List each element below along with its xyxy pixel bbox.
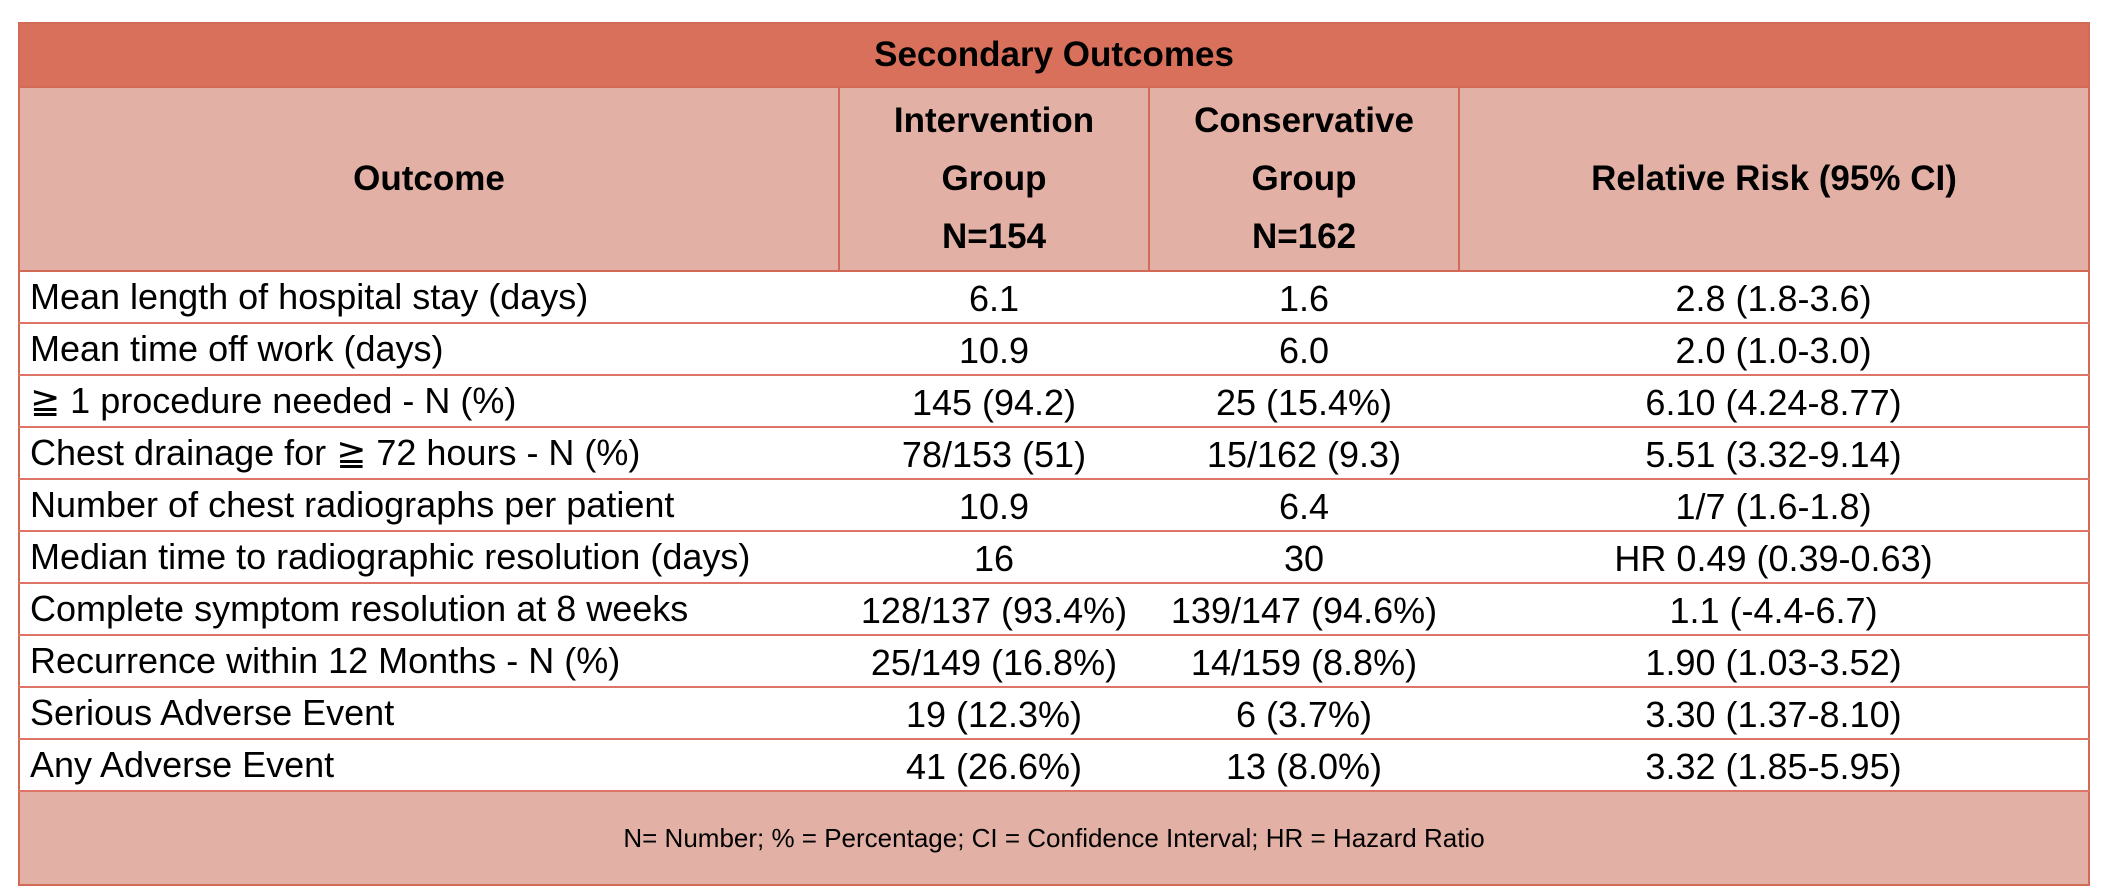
table-title: Secondary Outcomes xyxy=(17,22,2091,88)
header-relative-risk: Relative Risk (95% CI) xyxy=(1457,87,2091,272)
cell-relative-risk: 3.32 (1.85-5.95) xyxy=(1459,738,2091,792)
cell-relative-risk: 1.1 (-4.4-6.7) xyxy=(1459,582,2091,636)
title-row: Secondary Outcomes xyxy=(17,22,2091,88)
cell-outcome: Serious Adverse Event xyxy=(18,686,839,740)
header-conservative-group: Conservative Group N=162 xyxy=(1148,87,1460,272)
cell-conservative: 14/159 (8.8%) xyxy=(1149,634,1459,688)
table-row: Serious Adverse Event 19 (12.3%) 6 (3.7%… xyxy=(18,686,2091,740)
table-row: Complete symptom resolution at 8 weeks 1… xyxy=(18,582,2091,636)
cell-relative-risk: HR 0.49 (0.39-0.63) xyxy=(1459,530,2091,584)
table-row: Recurrence within 12 Months - N (%) 25/1… xyxy=(18,634,2091,688)
cell-relative-risk: 2.8 (1.8-3.6) xyxy=(1459,270,2091,324)
table-footnote: N= Number; % = Percentage; CI = Confiden… xyxy=(17,790,2091,886)
cell-intervention: 10.9 xyxy=(839,478,1149,532)
cell-conservative: 25 (15.4%) xyxy=(1149,374,1459,428)
header-outcome: Outcome xyxy=(18,87,840,272)
cell-outcome: Mean time off work (days) xyxy=(18,322,839,376)
cell-intervention: 41 (26.6%) xyxy=(839,738,1149,792)
cell-conservative: 13 (8.0%) xyxy=(1149,738,1459,792)
cell-conservative: 6 (3.7%) xyxy=(1149,686,1459,740)
cell-relative-risk: 1/7 (1.6-1.8) xyxy=(1459,478,2091,532)
cell-intervention: 19 (12.3%) xyxy=(839,686,1149,740)
cell-intervention: 145 (94.2) xyxy=(839,374,1149,428)
table-row: Chest drainage for ≧ 72 hours - N (%) 78… xyxy=(18,426,2091,480)
cell-intervention: 78/153 (51) xyxy=(839,426,1149,480)
table-row: ≧ 1 procedure needed - N (%) 145 (94.2) … xyxy=(18,374,2091,428)
cell-conservative: 30 xyxy=(1149,530,1459,584)
cell-conservative: 6.4 xyxy=(1149,478,1459,532)
header-conservative-line-2: Group xyxy=(1251,159,1357,198)
cell-outcome: Recurrence within 12 Months - N (%) xyxy=(18,634,839,688)
table-row: Mean time off work (days) 10.9 6.0 2.0 (… xyxy=(18,322,2091,376)
cell-relative-risk: 5.51 (3.32-9.14) xyxy=(1459,426,2091,480)
table-row: Any Adverse Event 41 (26.6%) 13 (8.0%) 3… xyxy=(18,738,2091,792)
cell-conservative: 139/147 (94.6%) xyxy=(1149,582,1459,636)
header-row: Outcome Intervention Group N=154 Conserv… xyxy=(18,87,2091,272)
cell-relative-risk: 1.90 (1.03-3.52) xyxy=(1459,634,2091,688)
table-row: Median time to radiographic resolution (… xyxy=(18,530,2091,584)
table-row: Number of chest radiographs per patient … xyxy=(18,478,2091,532)
cell-intervention: 6.1 xyxy=(839,270,1149,324)
cell-intervention: 128/137 (93.4%) xyxy=(839,582,1149,636)
table-row: Mean length of hospital stay (days) 6.1 … xyxy=(18,270,2091,324)
cell-outcome: Mean length of hospital stay (days) xyxy=(18,270,839,324)
header-conservative-line-1: Conservative xyxy=(1194,101,1414,140)
header-intervention-line-1: Intervention xyxy=(893,101,1095,140)
cell-conservative: 1.6 xyxy=(1149,270,1459,324)
cell-relative-risk: 2.0 (1.0-3.0) xyxy=(1459,322,2091,376)
header-intervention-line-2: Group xyxy=(941,159,1047,198)
cell-intervention: 10.9 xyxy=(839,322,1149,376)
cell-outcome: Chest drainage for ≧ 72 hours - N (%) xyxy=(18,426,839,480)
cell-outcome: Median time to radiographic resolution (… xyxy=(18,530,839,584)
cell-conservative: 15/162 (9.3) xyxy=(1149,426,1459,480)
cell-relative-risk: 6.10 (4.24-8.77) xyxy=(1459,374,2091,428)
cell-outcome: Number of chest radiographs per patient xyxy=(18,478,839,532)
header-conservative-line-3: N=162 xyxy=(1251,217,1357,256)
header-intervention-line-3: N=154 xyxy=(941,217,1047,256)
footnote-row: N= Number; % = Percentage; CI = Confiden… xyxy=(17,790,2091,886)
cell-outcome: Complete symptom resolution at 8 weeks xyxy=(18,582,839,636)
cell-relative-risk: 3.30 (1.37-8.10) xyxy=(1459,686,2091,740)
cell-intervention: 25/149 (16.8%) xyxy=(839,634,1149,688)
cell-intervention: 16 xyxy=(839,530,1149,584)
cell-outcome: Any Adverse Event xyxy=(18,738,839,792)
header-intervention-group: Intervention Group N=154 xyxy=(838,87,1150,272)
secondary-outcomes-table: Secondary Outcomes Outcome Intervention … xyxy=(17,22,2091,886)
cell-outcome: ≧ 1 procedure needed - N (%) xyxy=(18,374,839,428)
cell-conservative: 6.0 xyxy=(1149,322,1459,376)
